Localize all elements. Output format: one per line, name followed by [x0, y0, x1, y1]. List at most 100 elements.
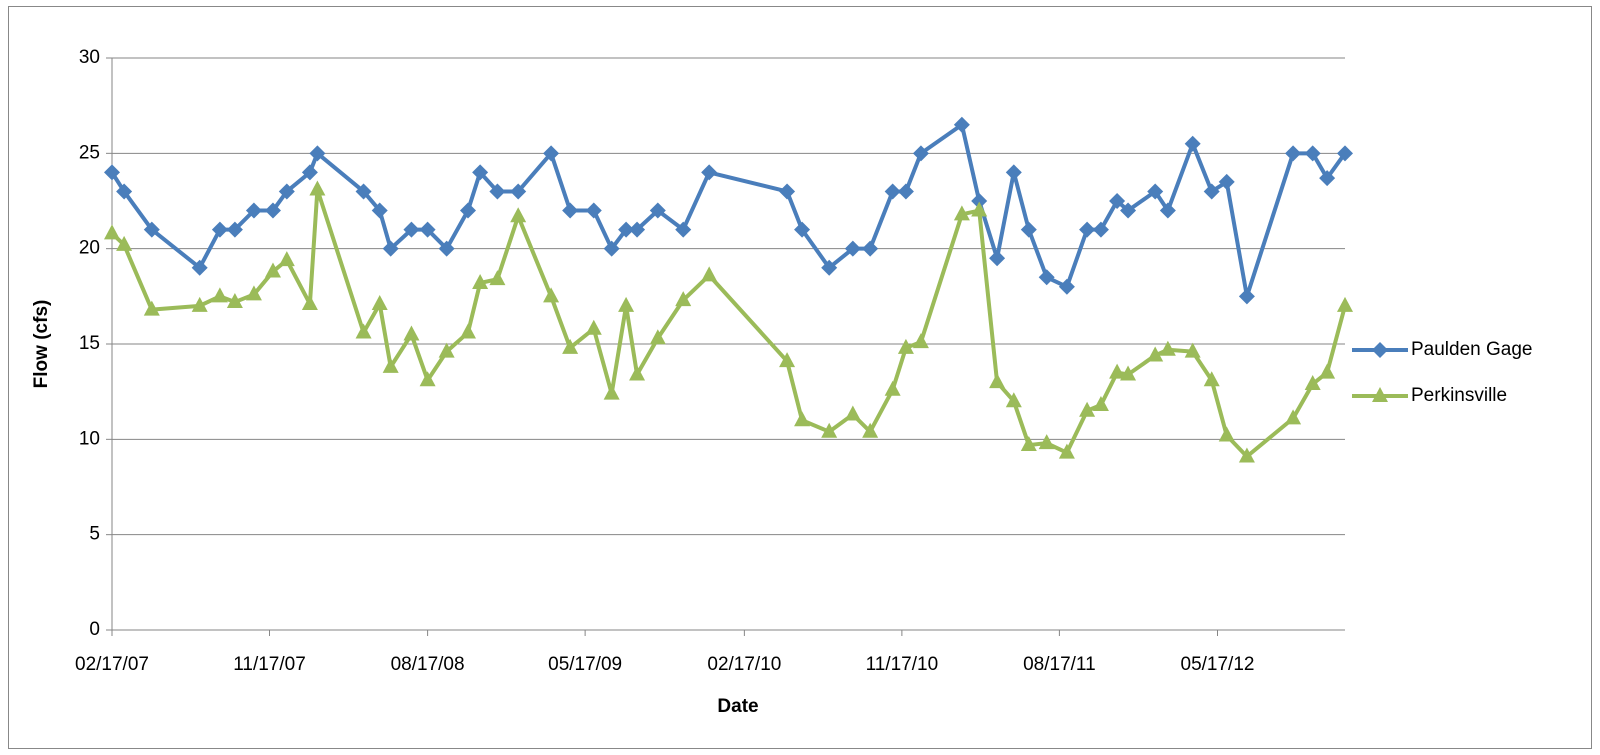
marker — [794, 411, 811, 427]
marker — [264, 202, 281, 219]
marker — [543, 145, 560, 162]
marker — [371, 202, 388, 219]
marker — [1285, 145, 1302, 162]
marker — [1238, 447, 1255, 463]
marker — [403, 325, 420, 341]
marker — [403, 221, 420, 238]
marker — [143, 221, 160, 238]
marker — [862, 422, 879, 438]
marker — [862, 240, 879, 257]
marker — [1079, 401, 1096, 417]
marker — [562, 202, 579, 219]
x-tick-label: 11/17/10 — [866, 654, 939, 675]
marker — [1058, 278, 1075, 295]
marker — [1372, 342, 1388, 358]
marker — [1005, 392, 1022, 408]
marker — [629, 365, 646, 381]
marker — [1285, 409, 1302, 425]
x-tick-label: 05/17/09 — [548, 654, 622, 675]
marker — [1337, 145, 1353, 162]
marker — [1184, 135, 1201, 152]
marker — [897, 338, 914, 354]
marker — [649, 329, 666, 345]
x-axis-title: Date — [717, 696, 758, 717]
marker — [844, 405, 861, 421]
marker — [897, 183, 914, 200]
marker — [585, 202, 602, 219]
legend-label: Paulden Gage — [1411, 339, 1533, 360]
marker — [278, 251, 295, 267]
marker — [1218, 173, 1235, 190]
marker — [1304, 375, 1321, 391]
marker — [779, 352, 796, 368]
marker — [701, 266, 718, 282]
marker — [884, 183, 901, 200]
marker — [543, 287, 560, 303]
marker — [510, 207, 527, 223]
marker — [989, 250, 1006, 267]
marker — [1120, 202, 1137, 219]
y-tick-label: 25 — [79, 142, 100, 163]
legend-label: Perkinsville — [1411, 385, 1507, 406]
x-tick-label: 11/17/07 — [233, 654, 306, 675]
marker — [1038, 269, 1055, 286]
x-tick-label: 02/17/07 — [75, 654, 149, 675]
marker — [1203, 371, 1220, 387]
marker — [371, 294, 388, 310]
marker — [309, 180, 326, 196]
marker — [1120, 365, 1137, 381]
marker — [794, 221, 811, 238]
marker — [143, 300, 160, 316]
x-tick-label: 08/17/08 — [391, 654, 465, 675]
x-tick-label: 02/17/10 — [707, 654, 781, 675]
marker — [1372, 387, 1388, 402]
marker — [1159, 202, 1176, 219]
y-tick-label: 15 — [79, 333, 100, 354]
marker — [382, 240, 399, 257]
marker — [301, 294, 318, 310]
marker — [116, 235, 133, 251]
marker — [355, 323, 372, 339]
x-tick-label: 08/17/11 — [1023, 654, 1096, 675]
marker — [438, 240, 455, 257]
marker — [953, 205, 970, 221]
marker — [472, 273, 489, 289]
marker — [211, 287, 228, 303]
marker — [1218, 426, 1235, 442]
marker — [971, 201, 988, 217]
marker — [419, 371, 436, 387]
marker — [355, 183, 372, 200]
marker — [278, 183, 295, 200]
marker — [1147, 346, 1164, 362]
x-tick-label: 05/17/12 — [1181, 654, 1255, 675]
marker — [226, 221, 243, 238]
marker — [459, 202, 476, 219]
marker — [1092, 221, 1109, 238]
marker — [1184, 342, 1201, 358]
marker — [562, 338, 579, 354]
marker — [912, 333, 929, 349]
marker — [701, 164, 718, 181]
y-axis-title: Flow (cfs) — [31, 300, 52, 389]
marker — [301, 164, 318, 181]
marker — [953, 116, 970, 133]
marker — [1038, 434, 1055, 450]
marker — [1304, 145, 1321, 162]
marker — [618, 296, 635, 312]
marker — [245, 202, 262, 219]
marker — [779, 183, 796, 200]
y-tick-label: 0 — [89, 619, 100, 640]
marker — [1109, 193, 1126, 209]
marker — [459, 323, 476, 339]
marker — [844, 240, 861, 257]
marker — [1020, 221, 1037, 238]
marker — [884, 380, 901, 396]
marker — [1319, 170, 1336, 187]
marker — [382, 357, 399, 373]
marker — [1203, 183, 1220, 200]
y-tick-label: 20 — [79, 238, 100, 259]
marker — [821, 422, 838, 438]
marker — [191, 296, 208, 312]
marker — [1319, 363, 1336, 379]
